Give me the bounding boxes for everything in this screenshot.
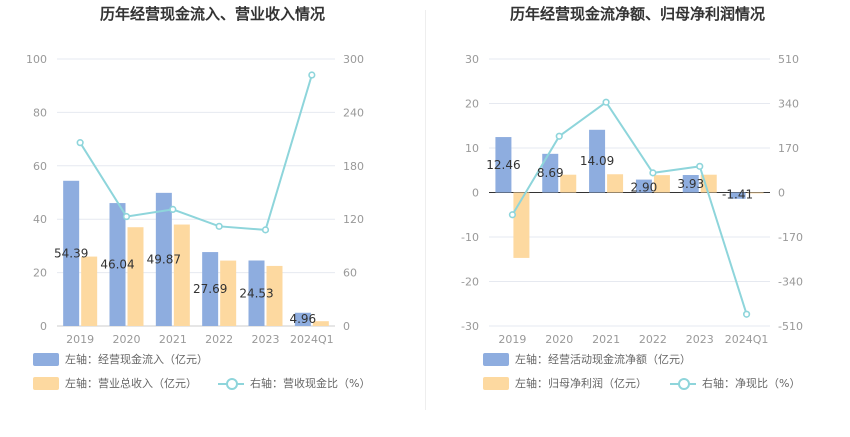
line-point	[742, 310, 751, 318]
bar-series-1	[635, 179, 652, 193]
left-axis-tick-label: 0	[472, 187, 479, 200]
x-axis-tick-label: 2019	[66, 333, 94, 346]
bar-series-2	[560, 174, 577, 193]
bar-data-label: 8.69	[537, 166, 564, 180]
line-point	[308, 71, 316, 79]
bar-series-1	[155, 192, 172, 326]
bar-series-1	[682, 175, 699, 193]
bar-series-2	[220, 260, 237, 326]
right-chart-title: 历年经营现金流净额、归母净利润情况	[509, 5, 765, 23]
bar-series-1	[589, 129, 606, 193]
right-axis-tick-label: 60	[343, 267, 357, 280]
bar-data-label: 54.39	[54, 246, 88, 260]
bar-series-1	[729, 192, 746, 199]
x-axis-tick-label: 2020	[545, 333, 573, 346]
left-axis-tick-label: 60	[33, 160, 47, 173]
bar-data-label: 27.69	[193, 282, 227, 296]
left-axis-tick-label: -30	[461, 320, 479, 333]
bar-series-1	[202, 252, 219, 326]
line-point	[555, 132, 563, 140]
right-axis-tick-label: -340	[778, 276, 803, 289]
x-axis-tick-label: 2020	[113, 333, 141, 346]
line-point	[261, 226, 270, 234]
line-point	[696, 162, 704, 170]
right-axis-tick-label: -170	[778, 231, 803, 244]
bar-data-label: 46.04	[100, 258, 134, 272]
bar-series-2	[513, 192, 530, 258]
right-axis-tick-label: 180	[343, 160, 364, 173]
bar-series-2	[653, 175, 670, 193]
right-chart-panel: 历年经营现金流净额、归母净利润情况 -30 -20 -10 0 10 20 30 -510 -3…	[425, 0, 850, 437]
bar-data-label: 14.09	[580, 154, 614, 168]
left-axis-tick-label: -10	[461, 231, 479, 244]
bar-series-1	[63, 180, 80, 326]
left-axis-tick-label: 40	[33, 213, 47, 226]
right-axis-tick-label: 0	[343, 320, 350, 333]
left-axis-tick-label: 30	[465, 53, 479, 66]
left-axis-tick-label: 80	[33, 106, 47, 119]
left-axis-tick-label: 20	[33, 267, 47, 280]
x-axis-tick-label: 2024Q1	[725, 333, 769, 346]
x-axis-tick-label: 2023	[686, 333, 714, 346]
x-axis-tick-label: 2022	[205, 333, 233, 346]
bar-series-1	[109, 203, 126, 326]
bar-series-2	[607, 174, 624, 193]
line-point	[76, 139, 84, 147]
bar-series-2	[127, 227, 144, 326]
bar-data-label: 24.53	[239, 286, 273, 300]
bar-series-2	[312, 321, 329, 326]
bar-series-2	[173, 224, 190, 326]
x-axis-tick-label: 2019	[498, 333, 526, 346]
bar-data-label: 4.96	[289, 312, 316, 326]
right-axis-tick-label: 120	[343, 213, 364, 226]
left-axis-tick-label: 20	[465, 98, 479, 111]
x-axis-tick-label: 2024Q1	[290, 333, 334, 346]
x-axis-tick-label: 2023	[252, 333, 280, 346]
line-point	[602, 98, 610, 106]
bar-data-label: -1.41	[722, 188, 753, 202]
right-axis-tick-label: 300	[343, 53, 364, 66]
line-series	[79, 74, 313, 231]
left-chart-svg: 0 20 40 60 80 100 0 60 120 180 240 300 2019 2020 2021 2…	[26, 53, 364, 346]
line-point	[508, 211, 517, 219]
right-axis-tick-label: 0	[778, 187, 785, 200]
x-axis-tick-label: 2021	[592, 333, 620, 346]
line-point	[649, 169, 657, 177]
bar-series-1	[294, 312, 311, 326]
line-point	[122, 212, 131, 221]
bar-data-label: 2.90	[631, 181, 658, 195]
bar-series-1	[248, 260, 265, 326]
bar-data-label: 12.46	[486, 158, 520, 172]
bar-series-2	[266, 265, 283, 326]
left-chart-panel: 历年经营现金流入、营业收入情况 0 20 40 60 80 100 0 60 120 180 240…	[26, 5, 370, 390]
bar-data-label: 49.87	[147, 252, 181, 266]
bar-series-1	[542, 153, 559, 193]
left-axis-tick-label: 0	[40, 320, 47, 333]
left-axis-tick-label: 10	[465, 142, 479, 155]
line-series	[511, 100, 748, 315]
left-axis-tick-label: 100	[26, 53, 47, 66]
left-chart-title: 历年经营现金流入、营业收入情况	[99, 5, 325, 23]
line-point	[169, 205, 177, 214]
bar-series-1	[495, 137, 512, 193]
right-axis-tick-label: 340	[778, 98, 799, 111]
panel-divider	[425, 10, 426, 410]
x-axis-tick-label: 2022	[639, 333, 667, 346]
right-axis-tick-label: 510	[778, 53, 799, 66]
x-axis-tick-label: 2021	[159, 333, 187, 346]
left-axis-tick-label: -20	[461, 276, 479, 289]
bar-series-2	[81, 256, 98, 326]
right-chart-svg: -30 -20 -10 0 10 20 30 -510 -340 -170 0 170 340 510 20…	[461, 53, 803, 346]
bar-data-label: 3.93	[677, 177, 704, 191]
bar-series-2	[747, 192, 764, 194]
right-axis-tick-label: 240	[343, 106, 364, 119]
right-axis-tick-label: 170	[778, 142, 799, 155]
line-point	[215, 222, 223, 230]
right-axis-tick-label: -510	[778, 320, 803, 333]
